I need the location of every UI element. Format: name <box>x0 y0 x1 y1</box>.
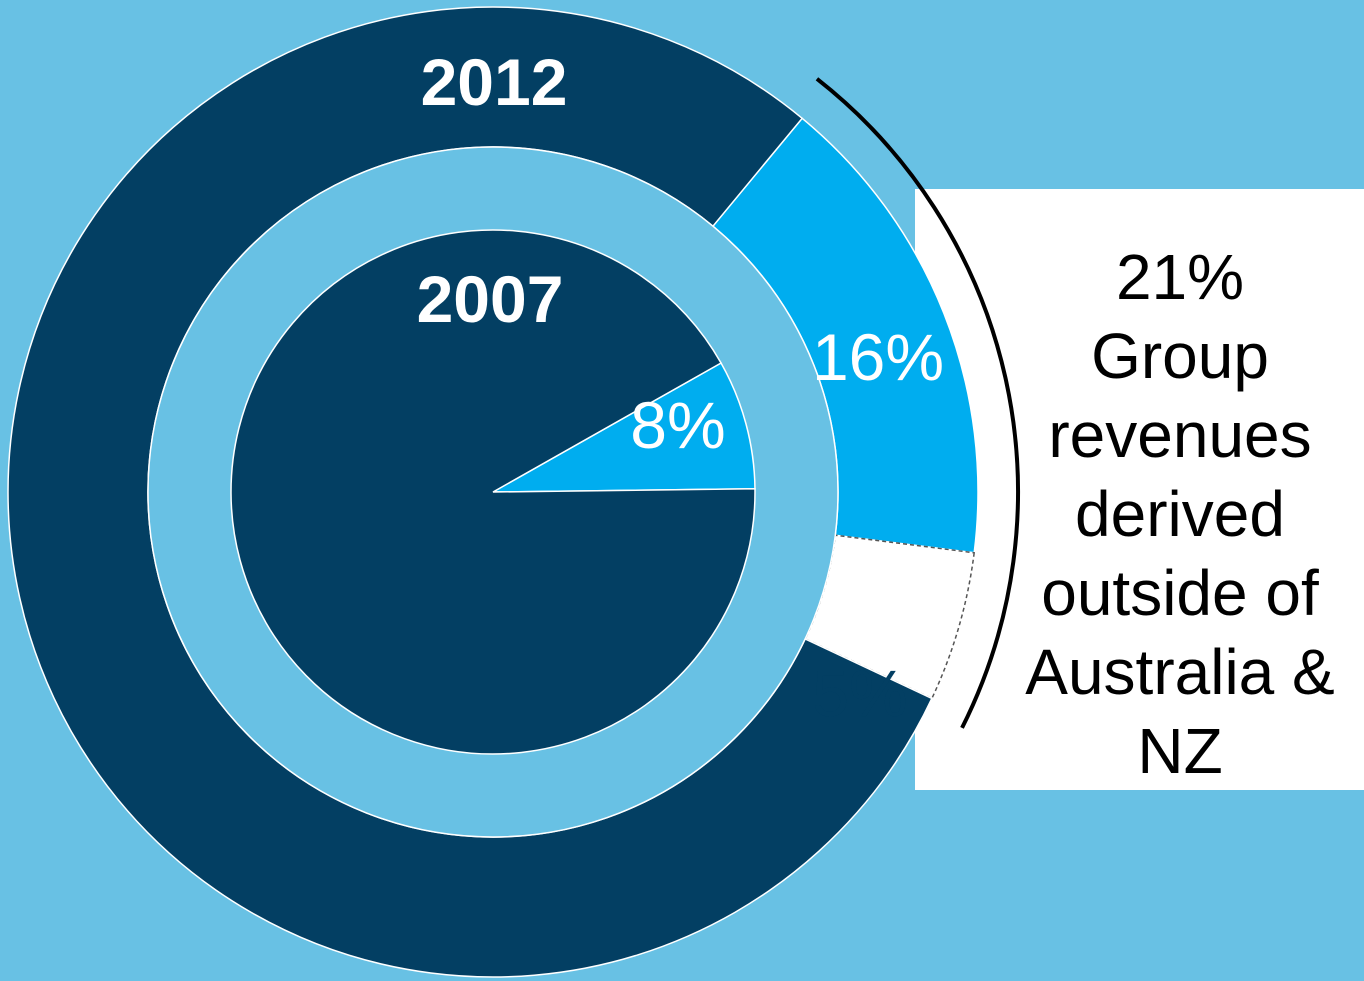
callout-line: revenues <box>1048 399 1312 471</box>
callout-line: outside of <box>1041 557 1319 629</box>
callout-line: 21% <box>1115 241 1245 313</box>
callout-line: derived <box>1075 478 1285 550</box>
outer-slice-outside-australia-nz-additional- <box>804 534 976 700</box>
outer-title: 2012 <box>421 45 568 119</box>
inner-pie-2007 <box>230 229 756 755</box>
inner-slice-other <box>230 229 756 755</box>
inner-title: 2007 <box>417 262 564 336</box>
inner-slice-label-8: 8% <box>630 388 725 462</box>
callout-bracket <box>815 77 1020 729</box>
outer-ring-2012 <box>7 6 979 978</box>
inner-slice-outside-australia-nz <box>492 361 756 493</box>
callout-line: Australia & <box>1025 636 1335 708</box>
callout-text: 21% Group revenues derived outside of Au… <box>1000 238 1360 791</box>
callout-line: Group <box>1091 320 1269 392</box>
outer-slice-label-5: 5% <box>812 656 907 730</box>
callout-line: NZ <box>1137 715 1223 787</box>
callout-box <box>915 189 1364 790</box>
outer-slice-label-16: 16% <box>812 320 944 394</box>
